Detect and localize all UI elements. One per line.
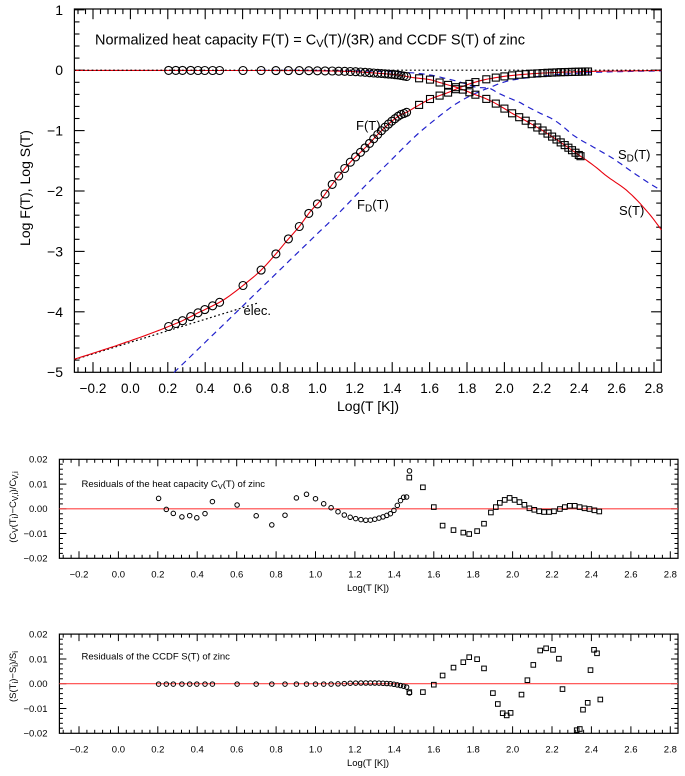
svg-text:0.01: 0.01 [29, 479, 48, 490]
svg-text:(CV(Ti)−CV,i)/CV,i: (CV(Ti)−CV,i)/CV,i [8, 471, 20, 543]
svg-text:1.0: 1.0 [309, 570, 322, 581]
svg-text:1.8: 1.8 [467, 745, 480, 756]
svg-text:0.8: 0.8 [269, 745, 282, 756]
svg-text:−2: −2 [47, 183, 63, 199]
svg-text:2.6: 2.6 [624, 570, 637, 581]
svg-text:0.8: 0.8 [271, 381, 290, 396]
svg-text:0.4: 0.4 [196, 381, 215, 396]
svg-text:2.4: 2.4 [585, 570, 598, 581]
svg-text:Normalized heat capacity F(T): Normalized heat capacity F(T) = CV(T)/(3… [95, 33, 525, 51]
svg-text:0.02: 0.02 [29, 630, 48, 641]
svg-text:0.6: 0.6 [233, 381, 252, 396]
svg-text:0.02: 0.02 [29, 455, 48, 466]
svg-text:1.2: 1.2 [348, 570, 361, 581]
svg-text:0.00: 0.00 [29, 679, 48, 690]
svg-text:0.2: 0.2 [151, 745, 164, 756]
svg-text:1.2: 1.2 [348, 745, 361, 756]
svg-text:0.2: 0.2 [158, 381, 177, 396]
svg-text:0.01: 0.01 [29, 654, 48, 665]
svg-text:−0.2: −0.2 [80, 381, 107, 396]
svg-text:1: 1 [55, 2, 63, 18]
svg-text:1.4: 1.4 [388, 570, 401, 581]
svg-text:Residuals of the CCDF S(T) of: Residuals of the CCDF S(T) of zinc [82, 652, 231, 663]
svg-text:1.0: 1.0 [309, 745, 322, 756]
svg-text:(S(Ti)−Si)/Si: (S(Ti)−Si)/Si [8, 651, 20, 702]
svg-text:1.4: 1.4 [388, 745, 401, 756]
svg-text:−0.02: −0.02 [23, 554, 47, 565]
svg-text:Residuals of the heat capacity: Residuals of the heat capacity CV(T) of … [82, 479, 266, 491]
svg-text:2.4: 2.4 [585, 745, 598, 756]
svg-text:2.2: 2.2 [532, 381, 551, 396]
svg-text:Log(T [K]): Log(T [K]) [337, 398, 399, 414]
svg-text:1.2: 1.2 [345, 381, 364, 396]
svg-text:1.6: 1.6 [420, 381, 439, 396]
svg-text:2.0: 2.0 [506, 570, 519, 581]
svg-text:0.00: 0.00 [29, 504, 48, 515]
svg-text:−1: −1 [47, 123, 63, 139]
svg-text:−0.01: −0.01 [23, 529, 47, 540]
svg-text:2.8: 2.8 [645, 381, 664, 396]
svg-text:1.6: 1.6 [427, 745, 440, 756]
svg-text:elec.: elec. [244, 303, 271, 318]
svg-text:−3: −3 [47, 243, 63, 259]
svg-text:0.0: 0.0 [112, 570, 125, 581]
svg-text:2.2: 2.2 [545, 570, 558, 581]
svg-text:SD(T): SD(T) [618, 147, 651, 165]
svg-text:1.8: 1.8 [458, 381, 477, 396]
svg-text:0.8: 0.8 [269, 570, 282, 581]
svg-text:Log(T [K]): Log(T [K]) [347, 758, 389, 769]
svg-text:0.4: 0.4 [191, 745, 204, 756]
svg-text:−5: −5 [47, 364, 63, 380]
svg-text:2.0: 2.0 [506, 745, 519, 756]
svg-text:Log F(T), Log S(T): Log F(T), Log S(T) [17, 130, 33, 246]
svg-text:0.0: 0.0 [112, 745, 125, 756]
svg-text:2.8: 2.8 [664, 570, 677, 581]
svg-text:0.0: 0.0 [121, 381, 140, 396]
svg-text:2.0: 2.0 [495, 381, 514, 396]
svg-text:F(T): F(T) [356, 118, 381, 133]
svg-text:1.8: 1.8 [467, 570, 480, 581]
svg-text:Log(T [K]): Log(T [K]) [347, 583, 389, 594]
svg-text:1.6: 1.6 [427, 570, 440, 581]
svg-text:2.6: 2.6 [624, 745, 637, 756]
svg-text:1.0: 1.0 [308, 381, 327, 396]
svg-text:2.6: 2.6 [607, 381, 626, 396]
svg-text:−0.01: −0.01 [23, 704, 47, 715]
svg-text:2.8: 2.8 [664, 745, 677, 756]
svg-text:0.2: 0.2 [151, 570, 164, 581]
svg-text:−0.02: −0.02 [23, 729, 47, 740]
svg-text:0.4: 0.4 [191, 570, 204, 581]
svg-text:FD(T): FD(T) [357, 197, 389, 215]
svg-text:2.4: 2.4 [570, 381, 589, 396]
svg-text:0.6: 0.6 [230, 745, 243, 756]
svg-text:S(T): S(T) [619, 203, 644, 218]
svg-text:1.4: 1.4 [383, 381, 402, 396]
svg-text:0: 0 [55, 62, 63, 78]
svg-text:2.2: 2.2 [545, 745, 558, 756]
svg-text:−4: −4 [47, 304, 63, 320]
svg-text:−0.2: −0.2 [70, 745, 89, 756]
svg-text:−0.2: −0.2 [70, 570, 89, 581]
svg-text:0.6: 0.6 [230, 570, 243, 581]
